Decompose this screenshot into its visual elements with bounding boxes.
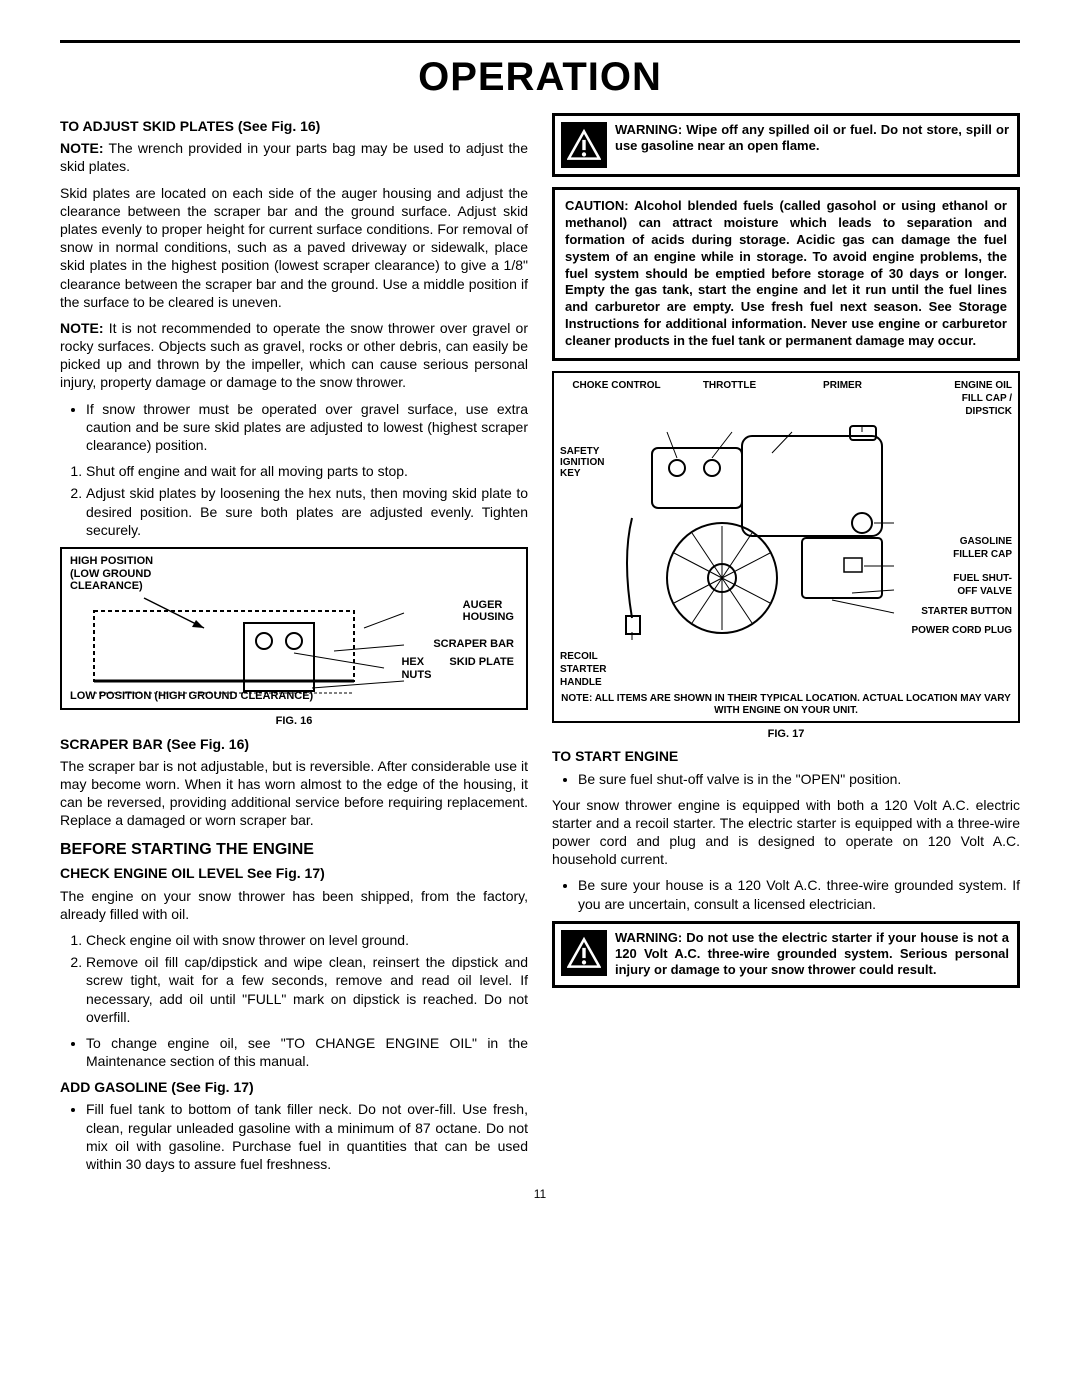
scraper-para: The scraper bar is not adjustable, but i…: [60, 757, 528, 830]
before-heading: BEFORE STARTING THE ENGINE: [60, 840, 528, 861]
skid-heading: TO ADJUST SKID PLATES (See Fig. 16): [60, 117, 528, 135]
fig17-power-cord: POWER CORD PLUG: [911, 625, 1012, 638]
fig16-hex: HEX NUTS: [401, 656, 431, 681]
fig17-gas-cap: GASOLINE FILLER CAP: [911, 536, 1012, 561]
warning-2-text: WARNING: Do not use the electric starter…: [615, 930, 1009, 979]
oil-step-1: Check engine oil with snow thrower on le…: [86, 931, 528, 949]
note2-lead: NOTE:: [60, 320, 104, 336]
note1-lead: NOTE:: [60, 140, 104, 156]
top-rule: [60, 40, 1020, 43]
oil-step-2: Remove oil fill cap/dipstick and wipe cl…: [86, 953, 528, 1026]
figure-16-box: HIGH POSITION (LOW GROUND CLEARANCE): [60, 547, 528, 710]
fig17-engine-diagram: [612, 418, 902, 648]
warning-icon: [561, 122, 607, 168]
note1: NOTE: The wrench provided in your parts …: [60, 139, 528, 175]
scraper-heading: SCRAPER BAR (See Fig. 16): [60, 735, 528, 753]
skid-step-1: Shut off engine and wait for all moving …: [86, 462, 528, 480]
oil-bullet: To change engine oil, see "TO CHANGE ENG…: [86, 1034, 528, 1070]
fig17-primer: PRIMER: [786, 379, 899, 418]
fig17-safety-key: SAFETY IGNITION KEY: [560, 446, 604, 479]
oil-bullet-list: To change engine oil, see "TO CHANGE ENG…: [60, 1034, 528, 1070]
warning-box-2: WARNING: Do not use the electric starter…: [552, 921, 1020, 988]
gas-bullet-list: Fill fuel tank to bottom of tank filler …: [60, 1100, 528, 1173]
note2: NOTE: It is not recommended to operate t…: [60, 319, 528, 392]
fig17-recoil: RECOIL STARTER HANDLE: [560, 650, 606, 689]
check-oil-heading: CHECK ENGINE OIL LEVEL See Fig. 17): [60, 864, 528, 882]
fig17-starter-btn: STARTER BUTTON: [911, 606, 1012, 619]
figure-17-box: CHOKE CONTROL THROTTLE PRIMER ENGINE OIL…: [552, 371, 1020, 723]
fig17-throttle: THROTTLE: [673, 379, 786, 418]
fig17-note: NOTE: ALL ITEMS ARE SHOWN IN THEIR TYPIC…: [560, 693, 1012, 717]
skid-step-2: Adjust skid plates by loosening the hex …: [86, 484, 528, 539]
gravel-bullet-list: If snow thrower must be operated over gr…: [60, 400, 528, 455]
page-title: OPERATION: [60, 51, 1020, 103]
gas-heading: ADD GASOLINE (See Fig. 17): [60, 1078, 528, 1096]
start-heading: TO START ENGINE: [552, 747, 1020, 765]
fig16-high-pos: HIGH POSITION (LOW GROUND CLEARANCE): [70, 555, 160, 593]
fig17-oil-cap: ENGINE OIL FILL CAP / DIPSTICK: [899, 379, 1012, 418]
start-bullet-list-2: Be sure your house is a 120 Volt A.C. th…: [552, 876, 1020, 912]
fig17-caption: FIG. 17: [552, 727, 1020, 741]
two-column-layout: TO ADJUST SKID PLATES (See Fig. 16) NOTE…: [60, 113, 1020, 1181]
gas-bullet: Fill fuel tank to bottom of tank filler …: [86, 1100, 528, 1173]
fig16-auger: AUGER HOUSING: [463, 599, 514, 624]
check-oil-para: The engine on your snow thrower has been…: [60, 887, 528, 923]
start-bullet-list-1: Be sure fuel shut-off valve is in the "O…: [552, 770, 1020, 788]
caution-box: CAUTION: Alcohol blended fuels (called g…: [552, 187, 1020, 361]
oil-steps: Check engine oil with snow thrower on le…: [60, 931, 528, 1026]
warning-icon-2: [561, 930, 607, 976]
skid-para1: Skid plates are located on each side of …: [60, 184, 528, 311]
page-number: 11: [60, 1187, 1020, 1203]
warning-box-1: WARNING: Wipe off any spilled oil or fue…: [552, 113, 1020, 177]
skid-steps: Shut off engine and wait for all moving …: [60, 462, 528, 539]
fig17-fuel-valve: FUEL SHUT- OFF VALVE: [911, 573, 1012, 598]
start-para: Your snow thrower engine is equipped wit…: [552, 796, 1020, 869]
fig16-skid: SKID PLATE: [449, 656, 514, 681]
start-bullet-2: Be sure your house is a 120 Volt A.C. th…: [578, 876, 1020, 912]
note2-text: It is not recommended to operate the sno…: [60, 320, 528, 391]
note1-text: The wrench provided in your parts bag ma…: [60, 140, 528, 174]
left-column: TO ADJUST SKID PLATES (See Fig. 16) NOTE…: [60, 113, 528, 1181]
gravel-bullet: If snow thrower must be operated over gr…: [86, 400, 528, 455]
fig17-choke: CHOKE CONTROL: [560, 379, 673, 418]
right-column: WARNING: Wipe off any spilled oil or fue…: [552, 113, 1020, 1181]
warning-1-text: WARNING: Wipe off any spilled oil or fue…: [615, 122, 1009, 168]
start-bullet-1: Be sure fuel shut-off valve is in the "O…: [578, 770, 1020, 788]
